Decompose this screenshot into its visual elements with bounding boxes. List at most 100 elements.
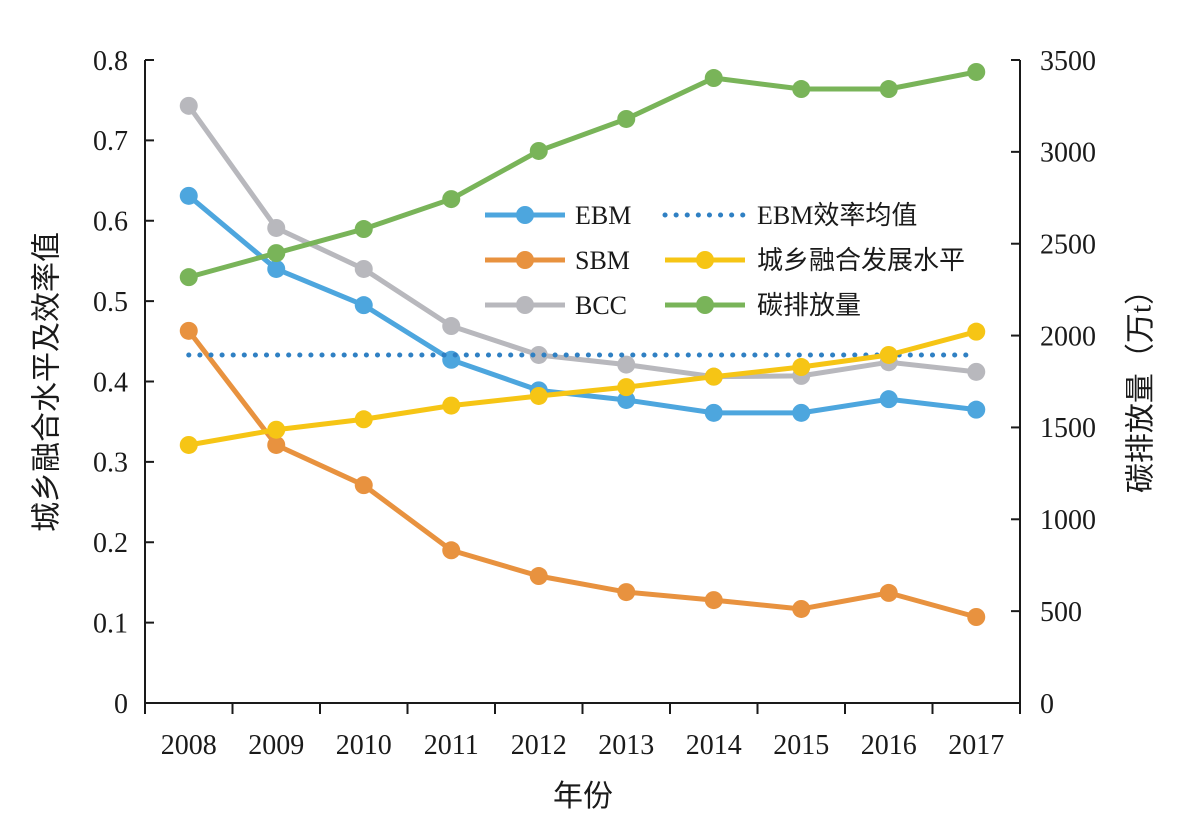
urban-rural-integration-point-2010 — [354, 410, 373, 429]
sbm-point-2012 — [529, 567, 548, 586]
legend-marker-urban-rural-integration — [696, 251, 714, 269]
urban-rural-integration-point-2013 — [617, 378, 636, 397]
legend-label-ebm-mean: EBM效率均值 — [757, 201, 917, 230]
legend-item-carbon-emission: 碳排放量 — [665, 291, 861, 320]
right-y-tick-label: 1500 — [1040, 413, 1096, 444]
series-layer — [179, 62, 986, 626]
carbon-emission-line — [188, 69, 977, 280]
left-y-tick-label: 0.1 — [93, 608, 128, 639]
x-axis-title: 年份 — [553, 780, 613, 813]
legend-label-bcc: BCC — [575, 291, 627, 320]
carbon-emission-point-2016 — [879, 80, 898, 99]
carbon-emission-point-2010 — [354, 220, 373, 239]
x-tick-label-2017: 2017 — [948, 730, 1004, 761]
x-tick-label-2012: 2012 — [511, 730, 567, 761]
carbon-emission-point-2009 — [267, 244, 286, 263]
carbon-emission-point-2015 — [792, 80, 811, 99]
legend-label-ebm: EBM — [575, 201, 631, 230]
legend-label-sbm: SBM — [575, 246, 630, 275]
left-y-axis-title: 城乡融合水平及效率值 — [31, 232, 64, 532]
bcc-point-2010 — [354, 259, 373, 278]
bcc-point-2011 — [442, 317, 461, 336]
urban-rural-integration-point-2009 — [267, 420, 286, 439]
x-tick-label-2009: 2009 — [248, 730, 304, 761]
axes: 0 0.1 0.2 0.3 0.4 0.5 0.6 0.7 0.8 0 500 1000 1500 200… — [31, 46, 1158, 813]
legend-marker-bcc — [516, 296, 534, 314]
legend-marker-ebm — [516, 206, 534, 224]
sbm-point-2009 — [267, 435, 286, 454]
sbm-point-2014 — [704, 591, 723, 610]
urban-rural-integration-point-2008 — [179, 435, 198, 454]
sbm-point-2010 — [354, 476, 373, 495]
right-y-axis-title: 碳排放量（万t） — [1125, 275, 1158, 493]
bcc-point-2008 — [179, 96, 198, 115]
legend-marker-sbm — [516, 251, 534, 269]
ebm-point-2016 — [879, 390, 898, 409]
carbon-emission-point-2014 — [704, 69, 723, 88]
left-y-tick-label: 0.3 — [93, 448, 128, 479]
right-y-tick-label: 1000 — [1040, 505, 1096, 536]
right-y-tick-label: 500 — [1040, 597, 1082, 628]
right-y-tick-label: 3500 — [1040, 46, 1096, 77]
carbon-emission-point-2013 — [617, 109, 636, 128]
urban-rural-integration-point-2016 — [879, 345, 898, 364]
ebm-point-2009 — [267, 259, 286, 278]
urban-rural-integration-point-2017 — [967, 322, 986, 341]
carbon-emission-point-2012 — [529, 141, 548, 160]
carbon-emission-point-2017 — [967, 62, 986, 81]
right-y-tick-label: 3000 — [1040, 138, 1096, 169]
right-y-tick-label: 0 — [1040, 689, 1054, 720]
legend-label-urban-rural-integration: 城乡融合发展水平 — [757, 246, 965, 275]
sbm-point-2013 — [617, 583, 636, 602]
sbm-series — [179, 321, 986, 626]
left-y-tick-label: 0 — [114, 689, 128, 720]
urban-rural-integration-point-2015 — [792, 358, 811, 377]
ebm-point-2015 — [792, 403, 811, 422]
left-y-tick-label: 0.2 — [93, 528, 128, 559]
bcc-point-2013 — [617, 355, 636, 374]
urban-rural-integration-point-2012 — [529, 386, 548, 405]
urban-rural-integration-series — [179, 322, 986, 454]
urban-rural-integration-point-2014 — [704, 367, 723, 386]
left-y-tick-label: 0.6 — [93, 207, 128, 238]
sbm-point-2011 — [442, 541, 461, 560]
x-tick-label-2008: 2008 — [161, 730, 217, 761]
left-y-tick-label: 0.7 — [93, 126, 128, 157]
x-tick-label-2013: 2013 — [598, 730, 654, 761]
bcc-series — [179, 96, 986, 386]
legend-item-bcc: BCC — [485, 291, 627, 320]
sbm-point-2008 — [179, 321, 198, 340]
bcc-point-2017 — [967, 362, 986, 381]
ebm-point-2008 — [179, 186, 198, 205]
carbon-emission-point-2011 — [442, 190, 461, 209]
carbon-emission-point-2008 — [179, 268, 198, 287]
sbm-line — [186, 329, 977, 620]
bcc-point-2012 — [529, 345, 548, 364]
bcc-line — [186, 104, 977, 380]
legend-item-sbm: SBM — [485, 246, 630, 275]
ebm-point-2017 — [967, 400, 986, 419]
ebm-point-2013 — [617, 390, 636, 409]
ebm-point-2010 — [354, 296, 373, 315]
urban-rural-integration-point-2011 — [442, 396, 461, 415]
left-y-tick-label: 0.4 — [93, 367, 128, 398]
x-tick-label-2016: 2016 — [861, 730, 917, 761]
carbon-emission-series — [179, 62, 986, 287]
ebm-line — [187, 193, 977, 416]
urban-rural-integration-line — [188, 329, 977, 448]
left-y-tick-label: 0.8 — [93, 46, 128, 77]
ebm-point-2014 — [704, 403, 723, 422]
sbm-point-2015 — [792, 599, 811, 618]
legend-marker-carbon-emission — [696, 296, 714, 314]
x-tick-label-2014: 2014 — [686, 730, 742, 761]
sbm-point-2016 — [879, 583, 898, 602]
bcc-point-2009 — [267, 218, 286, 237]
legend-item-ebm-mean: EBM效率均值 — [662, 201, 917, 230]
right-y-tick-label: 2500 — [1040, 230, 1096, 261]
right-y-tick-label: 2000 — [1040, 321, 1096, 352]
left-y-tick-label: 0.5 — [93, 287, 128, 318]
x-tick-label-2010: 2010 — [336, 730, 392, 761]
legend-item-ebm: EBM — [485, 201, 631, 230]
